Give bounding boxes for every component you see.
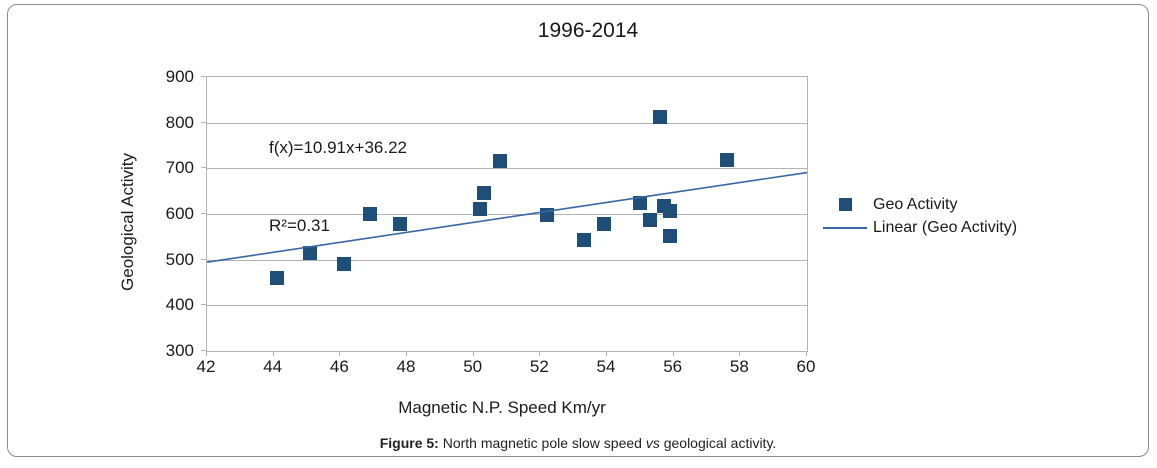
data-point-geo-activity-12 [643, 213, 658, 228]
x-tick-56 [672, 351, 674, 356]
y-tick-label-900: 900 [165, 67, 194, 86]
legend-square-marker-icon [823, 198, 867, 211]
caption-tail: geological activity. [659, 435, 777, 451]
y-tick-label-500: 500 [165, 249, 194, 269]
data-point-geo-activity-9 [576, 233, 591, 248]
data-point-geo-activity-13 [653, 109, 668, 124]
figure-border [7, 4, 1149, 457]
x-tick-label-56: 56 [663, 357, 683, 376]
data-point-geo-activity-2 [336, 257, 351, 272]
gridline-y-700 [207, 168, 807, 170]
chart-title: 1996-2014 [537, 19, 639, 42]
data-point-geo-activity-15 [663, 204, 678, 219]
y-tick-label-300: 300 [165, 341, 194, 360]
x-tick-label-44: 44 [263, 357, 283, 376]
x-tick-label-48: 48 [396, 357, 416, 376]
plot-area: f(x)=10.91x+36.22 R²=0.31 [206, 76, 808, 352]
legend-label-0: Geo Activity [873, 195, 958, 213]
trendline [206, 171, 808, 263]
square-marker-icon [838, 198, 852, 211]
caption-figure-number: Figure 5: [379, 435, 439, 451]
x-tick-label-58: 58 [729, 357, 749, 376]
data-point-geo-activity-11 [633, 195, 648, 210]
x-tick-label-60: 60 [796, 357, 816, 376]
data-point-geo-activity-7 [493, 153, 508, 168]
x-tick-42 [206, 351, 207, 356]
x-tick-48 [406, 351, 407, 356]
data-point-geo-activity-1 [303, 245, 318, 260]
y-tick-900 [201, 76, 206, 77]
chart-legend: Geo Activity Linear (Geo Activity) [823, 193, 1017, 239]
gridline-y-800 [207, 122, 807, 124]
y-tick-500 [201, 258, 206, 260]
y-tick-800 [201, 121, 206, 123]
gridline-y-500 [207, 259, 807, 261]
x-tick-50 [472, 351, 474, 356]
data-point-geo-activity-16 [663, 229, 678, 244]
legend-label-1: Linear (Geo Activity) [873, 218, 1018, 236]
equation-line: f(x)=10.91x+36.22 [269, 138, 407, 157]
x-axis-title: Magnetic N.P. Speed Km/yr [398, 398, 606, 417]
x-tick-44 [272, 351, 274, 356]
figure-caption: Figure 5: North magnetic pole slow speed… [380, 435, 777, 451]
data-point-geo-activity-6 [476, 186, 491, 201]
gridline-y-600 [207, 214, 807, 215]
x-tick-46 [339, 351, 341, 356]
y-tick-700 [201, 167, 206, 169]
x-tick-52 [539, 351, 541, 356]
legend-line-marker-icon [823, 226, 867, 229]
caption-text: North magnetic pole slow speed [438, 435, 646, 451]
regression-equation: f(x)=10.91x+36.22 R²=0.31 [269, 83, 407, 291]
y-tick-300 [201, 350, 206, 351]
x-tick-60 [806, 351, 807, 356]
x-tick-label-46: 46 [329, 357, 349, 376]
y-tick-label-600: 600 [165, 204, 194, 223]
x-tick-label-54: 54 [596, 357, 616, 376]
gridline-y-400 [207, 305, 807, 307]
x-tick-label-52: 52 [529, 357, 549, 376]
x-tick-54 [606, 351, 607, 356]
data-point-geo-activity-3 [363, 207, 378, 221]
line-marker-icon [823, 226, 867, 229]
y-axis-title: Geological Activity [118, 153, 137, 291]
y-tick-400 [201, 304, 206, 306]
legend-item-1: Linear (Geo Activity) [823, 216, 1017, 239]
caption-vs: vs [645, 435, 660, 451]
x-tick-label-50: 50 [463, 357, 483, 376]
data-point-geo-activity-10 [596, 217, 611, 232]
x-tick-label-42: 42 [196, 357, 216, 376]
r-squared-line: R²=0.31 [269, 216, 330, 235]
y-tick-label-700: 700 [165, 158, 194, 178]
x-tick-58 [739, 351, 741, 356]
data-point-geo-activity-0 [270, 270, 284, 285]
data-point-geo-activity-17 [720, 153, 734, 168]
y-tick-600 [201, 213, 206, 214]
data-point-geo-activity-4 [393, 217, 408, 232]
y-tick-label-800: 800 [165, 112, 194, 132]
data-point-geo-activity-5 [473, 201, 488, 216]
legend-item-0: Geo Activity [823, 193, 1017, 216]
y-tick-label-400: 400 [165, 295, 194, 315]
